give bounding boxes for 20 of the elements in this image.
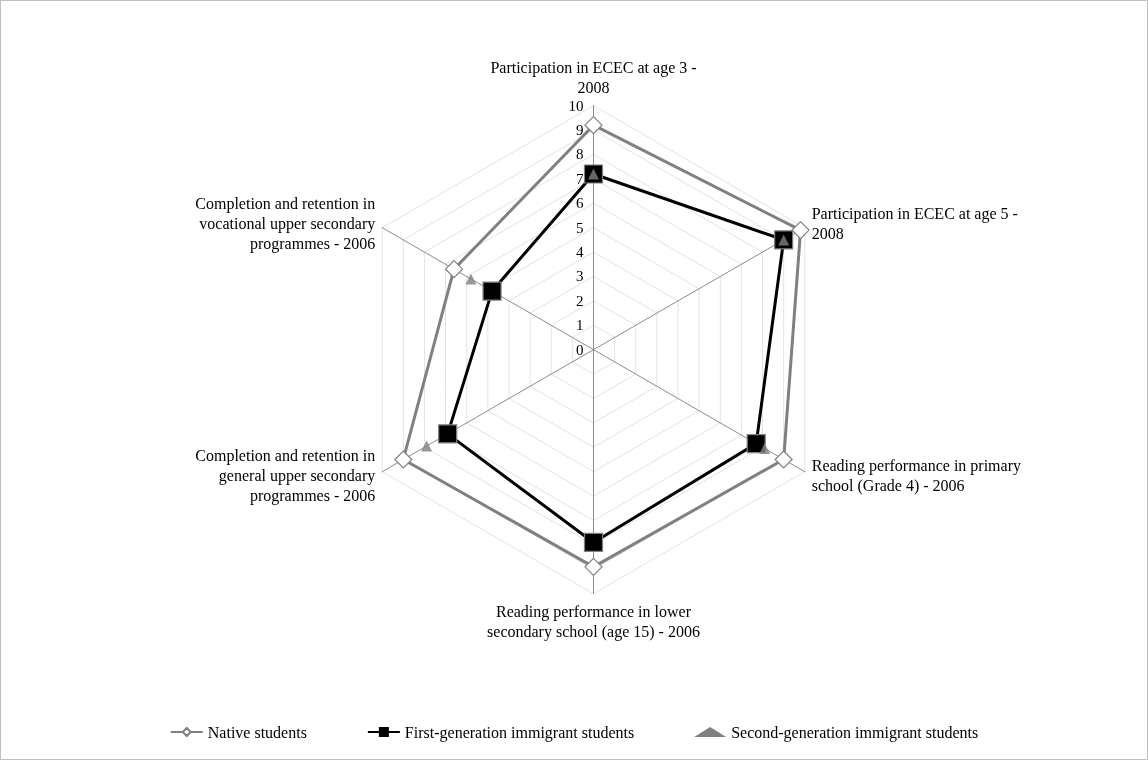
y-tick-label: 4: [575, 244, 584, 261]
y-tick-label: 1: [575, 317, 584, 334]
y-tick-label: 9: [575, 122, 584, 139]
spoke-label: Reading performance in primary school (Grade 4) - 2006: [811, 457, 1021, 496]
legend-label: Native students: [207, 723, 307, 741]
legend-label: First-generation immigrant students: [404, 723, 635, 742]
y-tick-label: 8: [575, 146, 584, 163]
y-tick-label: 5: [575, 219, 584, 236]
y-tick-label: 6: [575, 195, 584, 212]
spoke-label: Completion and retention in vocational upper secondary programmes - 2006: [195, 195, 376, 254]
y-tick-label: 0: [575, 341, 584, 358]
y-tick-label: 3: [575, 268, 584, 285]
y-tick-label: 2: [575, 292, 584, 309]
spoke-label: Completion and retention in general upper secondary programmes - 2006: [195, 447, 376, 506]
y-tick-label: 7: [575, 170, 584, 187]
y-tick-label: 10: [568, 97, 584, 114]
spoke-label: Reading performance in lower secondary school (age 15) - 2006: [487, 603, 700, 642]
spoke-label: Participation in ECEC at age 5 - 2008: [811, 205, 1018, 243]
legend-label: Second-generation immigrant students: [731, 723, 979, 742]
spoke-label: Participation in ECEC at age 3 - 2008: [490, 59, 697, 97]
